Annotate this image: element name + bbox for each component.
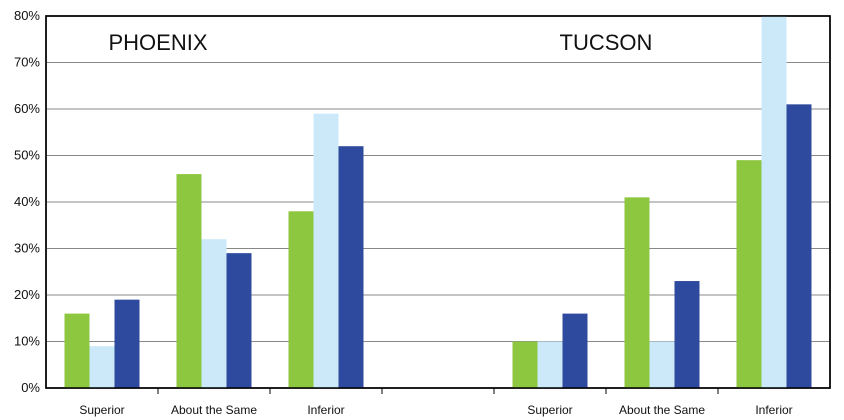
bar-phoenix-1-series-2 [226, 253, 252, 388]
bar-tucson-0-series-1 [537, 341, 563, 388]
plot-border [45, 15, 831, 389]
bar-tucson-2-series-0 [736, 160, 762, 388]
bar-phoenix-2-series-2 [338, 146, 364, 388]
bar-tucson-0-series-0 [512, 341, 538, 388]
bar-phoenix-0-series-2 [114, 299, 140, 388]
x-category-label: About the Same [619, 403, 705, 417]
bar-phoenix-2-series-0 [288, 211, 314, 388]
bar-tucson-0-series-2 [562, 313, 588, 388]
x-category-label: Superior [79, 403, 124, 417]
y-tick-label: 60% [14, 101, 40, 116]
bar-tucson-1-series-2 [674, 281, 700, 388]
bar-phoenix-0-series-1 [89, 346, 115, 388]
y-tick-label: 0% [21, 380, 40, 395]
y-tick-label: 10% [14, 334, 40, 349]
y-tick-label: 50% [14, 148, 40, 163]
bar-tucson-2-series-2 [786, 104, 812, 388]
bar-tucson-2-series-1 [761, 16, 787, 388]
y-tick-label: 30% [14, 241, 40, 256]
x-category-label: Inferior [307, 403, 344, 417]
x-category-label: About the Same [171, 403, 257, 417]
x-category-label: Inferior [755, 403, 792, 417]
panel-title-phoenix: PHOENIX [108, 30, 207, 55]
panel-title-tucson: TUCSON [560, 30, 653, 55]
bar-phoenix-1-series-1 [201, 239, 227, 388]
y-tick-label: 80% [14, 8, 40, 23]
y-tick-label: 20% [14, 287, 40, 302]
y-tick-label: 70% [14, 55, 40, 70]
bar-tucson-1-series-1 [649, 341, 675, 388]
y-tick-label: 40% [14, 194, 40, 209]
bar-tucson-1-series-0 [624, 197, 650, 388]
x-category-label: Superior [527, 403, 572, 417]
bar-phoenix-0-series-0 [64, 313, 90, 388]
bar-phoenix-2-series-1 [313, 113, 339, 389]
bar-phoenix-1-series-0 [176, 174, 202, 388]
